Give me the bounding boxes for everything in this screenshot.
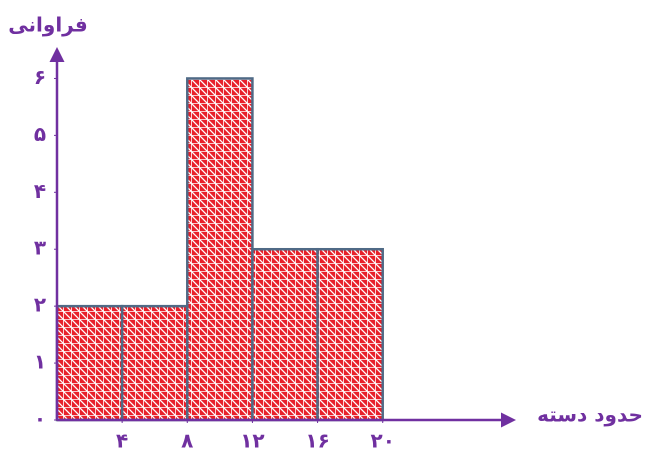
y-axis-label: فراوانی — [8, 13, 87, 37]
x-tick-label: ۴ — [116, 429, 128, 453]
bar — [186, 77, 254, 422]
bar — [120, 304, 189, 422]
x-axis-label: حدود دسته — [537, 403, 643, 427]
bar — [251, 247, 319, 422]
y-tick-label: ۰ — [34, 407, 46, 431]
y-tick-label: ۳ — [34, 236, 46, 260]
bar — [316, 247, 384, 422]
y-tick-label: ۵ — [34, 122, 46, 146]
y-tick-label: ۱ — [34, 350, 46, 374]
x-tick-label: ۱۲ — [240, 429, 264, 453]
x-tick-label: ۱۶ — [305, 429, 329, 453]
y-tick-label: ۶ — [34, 65, 46, 89]
bar — [55, 304, 124, 422]
x-tick-label: ۲۰ — [371, 429, 395, 453]
x-tick-label: ۸ — [181, 429, 193, 453]
y-tick-label: ۲ — [34, 293, 46, 317]
y-tick-label: ۴ — [34, 179, 46, 203]
